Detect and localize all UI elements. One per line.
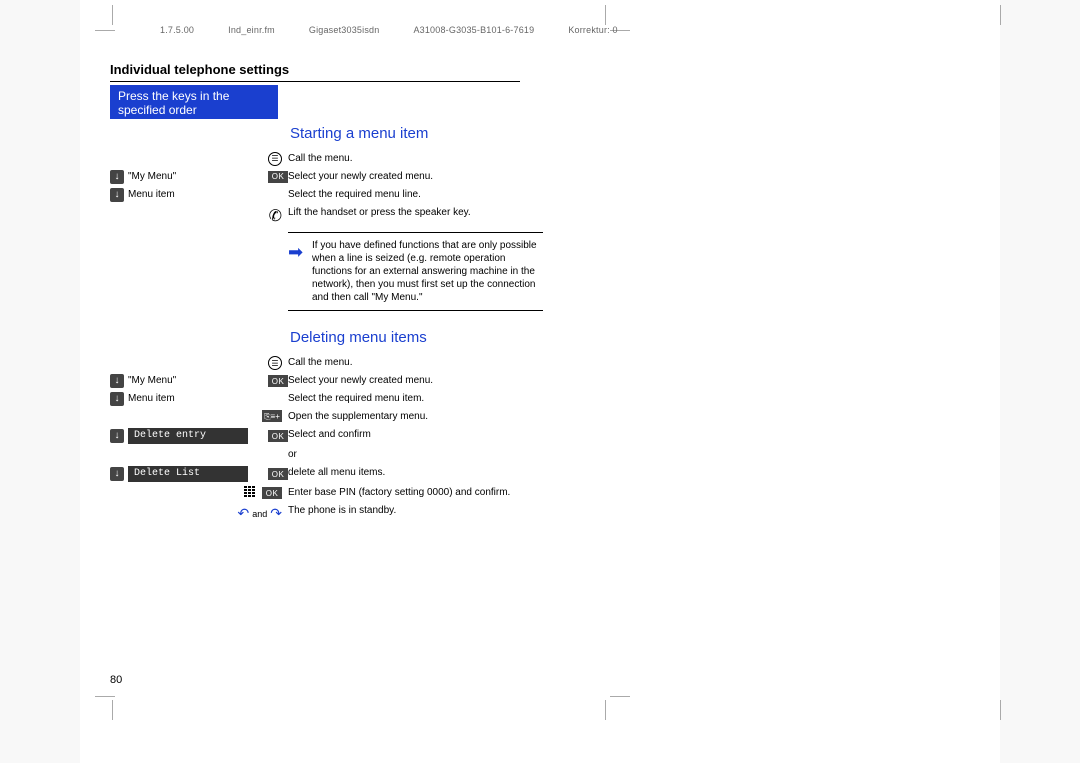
ok-key-icon: OK <box>262 487 282 499</box>
info-arrow-icon: ➡ <box>288 241 303 264</box>
crop-mark <box>1000 5 1001 25</box>
step-text: The phone is in standby. <box>288 504 550 518</box>
step-text: or <box>288 448 550 462</box>
step-text: Select the required menu line. <box>288 188 550 202</box>
down-arrow-icon: ↓ <box>110 374 124 388</box>
page-number: 80 <box>110 674 122 686</box>
down-arrow-icon: ↓ <box>110 392 124 406</box>
crop-mark <box>95 696 115 697</box>
key-label: Menu item <box>128 392 175 406</box>
manual-page: 1.7.5.00 Ind_einr.fm Gigaset3035isdn A31… <box>80 0 1000 763</box>
ok-key-icon: OK <box>268 171 288 183</box>
step-text: Select the required menu item. <box>288 392 550 406</box>
step-row: ↓ Menu item Select the required menu lin… <box>110 188 550 202</box>
step-text: Select and confirm <box>288 428 550 442</box>
doc-header: 1.7.5.00 Ind_einr.fm Gigaset3035isdn A31… <box>160 25 618 35</box>
step-text: Enter base PIN (factory setting 0000) an… <box>288 486 550 500</box>
step-row: ↓ Menu item Select the required menu ite… <box>110 392 550 406</box>
section-title-1: Starting a menu item <box>290 125 550 142</box>
key-label: Menu item <box>128 188 175 202</box>
step-row: ↶ and ↷ The phone is in standby. <box>110 504 550 524</box>
step-row: ⎘≡+ Open the supplementary menu. <box>110 410 550 424</box>
menu-icon: ☰ <box>268 356 282 370</box>
hook-down-icon: ↶ <box>238 504 250 524</box>
step-row: ☰ Call the menu. <box>110 152 550 166</box>
crop-mark <box>605 700 606 720</box>
info-text: If you have defined functions that are o… <box>312 240 537 303</box>
menu-icon: ☰ <box>268 152 282 166</box>
step-row: OK Enter base PIN (factory setting 0000)… <box>110 486 550 500</box>
header-korrektur: Korrektur: 0 <box>568 25 617 35</box>
info-box: ➡ If you have defined functions that are… <box>288 232 543 311</box>
step-row: or <box>110 448 550 462</box>
content-area: Starting a menu item ☰ Call the menu. ↓ … <box>110 83 550 528</box>
and-label: and <box>252 508 267 521</box>
step-text: Call the menu. <box>288 356 550 370</box>
keypad-icon <box>244 486 258 500</box>
down-arrow-icon: ↓ <box>110 188 124 202</box>
down-arrow-icon: ↓ <box>110 170 124 184</box>
down-arrow-icon: ↓ <box>110 429 124 443</box>
step-text: delete all menu items. <box>288 466 550 480</box>
crop-mark <box>95 30 115 31</box>
step-row: ↓ Delete entry OK Select and confirm <box>110 428 550 444</box>
step-text: Select your newly created menu. <box>288 374 550 388</box>
hook-up-icon: ↷ <box>270 504 282 524</box>
chapter-title: Individual telephone settings <box>110 62 520 82</box>
step-row: ✆ Lift the handset or press the speaker … <box>110 206 550 228</box>
handset-icon: ✆ <box>269 206 282 228</box>
step-row: ↓ Delete List OK delete all menu items. <box>110 466 550 482</box>
crop-mark <box>112 5 113 25</box>
step-text: Lift the handset or press the speaker ke… <box>288 206 550 220</box>
key-label: "My Menu" <box>128 170 176 184</box>
step-text: Call the menu. <box>288 152 550 166</box>
step-row: ☰ Call the menu. <box>110 356 550 370</box>
header-date: 1.7.5.00 <box>160 25 194 35</box>
header-doc-id: A31008-G3035-B101-6-7619 <box>413 25 534 35</box>
menu-entry-label: Delete List <box>128 466 248 482</box>
ok-key-icon: OK <box>268 468 288 480</box>
crop-mark <box>605 5 606 25</box>
ok-key-icon: OK <box>268 430 288 442</box>
down-arrow-icon: ↓ <box>110 467 124 481</box>
step-text: Select your newly created menu. <box>288 170 550 184</box>
supplementary-menu-icon: ⎘≡+ <box>262 410 282 422</box>
step-text: Open the supplementary menu. <box>288 410 550 424</box>
crop-mark <box>610 696 630 697</box>
crop-mark <box>112 700 113 720</box>
menu-entry-label: Delete entry <box>128 428 248 444</box>
header-file: Ind_einr.fm <box>228 25 275 35</box>
step-row: ↓ "My Menu" OK Select your newly created… <box>110 374 550 388</box>
ok-key-icon: OK <box>268 375 288 387</box>
key-label: "My Menu" <box>128 374 176 388</box>
crop-mark <box>1000 700 1001 720</box>
section-title-2: Deleting menu items <box>290 329 550 346</box>
header-product: Gigaset3035isdn <box>309 25 380 35</box>
step-row: ↓ "My Menu" OK Select your newly created… <box>110 170 550 184</box>
